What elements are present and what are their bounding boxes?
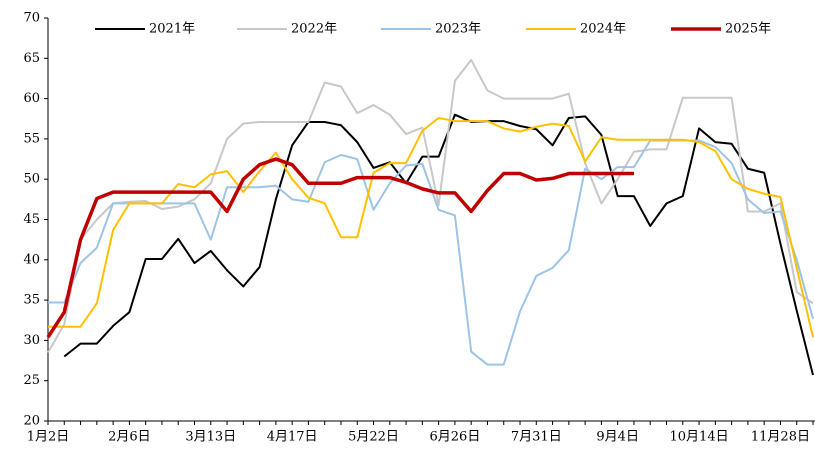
x-tick-label: 3月13日 (185, 430, 236, 445)
y-tick-label: 60 (23, 91, 40, 106)
legend-label: 2025年 (725, 22, 771, 37)
y-tick-label: 55 (23, 131, 40, 146)
y-tick-label: 30 (23, 333, 40, 348)
legend-label: 2024年 (580, 22, 626, 37)
y-tick-label: 25 (23, 373, 40, 388)
x-tick-label: 11月28日 (751, 430, 810, 445)
y-tick-label: 70 (23, 11, 40, 26)
x-tick-label: 7月31日 (511, 430, 562, 445)
series-line (48, 116, 814, 338)
y-tick-label: 20 (23, 414, 40, 429)
y-tick-label: 40 (23, 252, 40, 267)
legend-label: 2022年 (291, 22, 337, 37)
series-line (48, 139, 814, 366)
x-tick-label: 4月17日 (267, 430, 318, 445)
series-line (63, 113, 814, 376)
series-line (46, 157, 634, 339)
x-tick-label: 2月6日 (108, 430, 151, 445)
y-tick-label: 65 (23, 51, 40, 66)
legend-label: 2023年 (435, 22, 481, 37)
x-tick-label: 5月22日 (348, 430, 399, 445)
x-tick-label: 10月14日 (670, 430, 729, 445)
x-tick-label: 6月26日 (430, 430, 481, 445)
y-tick-label: 35 (23, 293, 40, 308)
x-tick-label: 1月2日 (27, 430, 70, 445)
x-tick-label: 9月4日 (596, 430, 639, 445)
y-tick-label: 45 (23, 212, 40, 227)
legend-label: 2021年 (149, 22, 195, 37)
y-tick-label: 50 (23, 172, 40, 187)
series-line (47, 58, 814, 353)
